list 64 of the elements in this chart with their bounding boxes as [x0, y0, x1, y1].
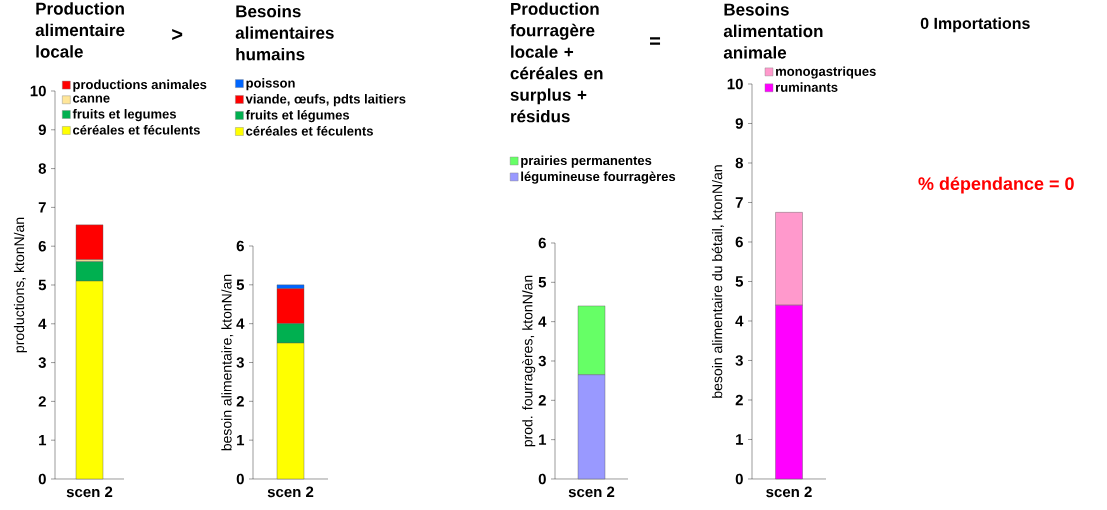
text: 0 Importations: [920, 17, 1030, 33]
y-tick-label: 0: [538, 473, 546, 485]
y-tick-label: 1: [539, 434, 547, 445]
chart-title: Besoins alimentation animale: [723, 3, 823, 59]
y-tick-label: 2: [538, 395, 546, 406]
y-tick-label: 4: [236, 318, 245, 329]
chart-title: Production alimentaire locale: [35, 2, 125, 58]
legend-label: viande, œufs, pdts laitiers: [245, 94, 406, 107]
y-tick-label: 4: [735, 315, 744, 327]
text: % dépendance = 0: [918, 176, 1074, 194]
legend-label: monogastriques: [776, 66, 876, 79]
y-tick-label: 8: [735, 157, 743, 169]
legend-label: productions animales: [73, 79, 207, 92]
legend-label: céréales et féculents: [246, 125, 373, 136]
legend-label: canne: [73, 95, 110, 103]
y-tick-label: 6: [538, 237, 546, 249]
y-tick-label: 7: [735, 197, 743, 208]
legend-label: légumineuse fourragères: [521, 171, 676, 184]
text: =: [650, 37, 661, 45]
y-tick-label: 3: [38, 357, 46, 368]
y-tick-label: 3: [538, 355, 546, 367]
y-tick-label: 0: [236, 473, 244, 485]
y-tick-label: 5: [538, 277, 547, 288]
y-tick-label: 10: [727, 78, 743, 90]
y-tick-label: 5: [735, 276, 744, 287]
y-tick-label: 0: [735, 473, 743, 485]
y-tick-label: 3: [236, 357, 244, 368]
text: >: [172, 29, 183, 40]
y-tick-label: 4: [538, 316, 547, 327]
legend-label: fruits et légumes: [245, 109, 350, 123]
y-axis-title: besoin alimentaire du bétail, ktonN/an: [711, 165, 724, 398]
y-tick-label: 6: [38, 240, 46, 252]
legend-label: poisson: [246, 78, 295, 91]
y-tick-label: 2: [236, 396, 244, 407]
y-tick-label: 6: [735, 236, 743, 248]
y-tick-label: 2: [38, 396, 46, 407]
y-tick-label: 1: [736, 434, 744, 445]
y-tick-label: 6: [236, 240, 244, 252]
y-tick-label: 2: [735, 394, 743, 406]
y-tick-label: 10: [30, 85, 46, 97]
legend-label: fruits et legumes: [72, 109, 176, 122]
x-tick-label: scen 2: [66, 486, 113, 498]
y-tick-label: 5: [38, 279, 47, 291]
y-tick-label: 9: [735, 118, 743, 129]
y-tick-label: 0: [38, 473, 46, 485]
chart-title: Production fourragère locale + céréales en surplus + résidus: [510, 2, 603, 123]
y-axis-title: prod. fourragères, ktonN/an: [522, 275, 536, 447]
legend-label: prairies permanentes: [521, 155, 652, 168]
y-tick-label: 9: [38, 124, 46, 136]
y-tick-label: 3: [735, 355, 743, 366]
chart-title: Besoins alimentaires humains: [235, 4, 334, 61]
y-tick-label: 1: [237, 434, 245, 446]
x-tick-label: scen 2: [568, 486, 615, 498]
legend-label: ruminants: [776, 82, 838, 92]
legend-label: céréales et féculents: [73, 124, 200, 135]
x-tick-label: scen 2: [766, 486, 812, 498]
y-axis-title: besoin alimentaire, ktonN/an: [221, 274, 234, 451]
y-tick-label: 5: [236, 279, 245, 291]
y-tick-label: 7: [38, 202, 46, 213]
y-tick-label: 8: [38, 163, 47, 174]
y-tick-label: 4: [38, 318, 47, 329]
y-tick-label: 1: [39, 435, 47, 446]
y-axis-title: productions, ktonN/an: [13, 217, 27, 353]
x-tick-label: scen 2: [267, 486, 314, 498]
